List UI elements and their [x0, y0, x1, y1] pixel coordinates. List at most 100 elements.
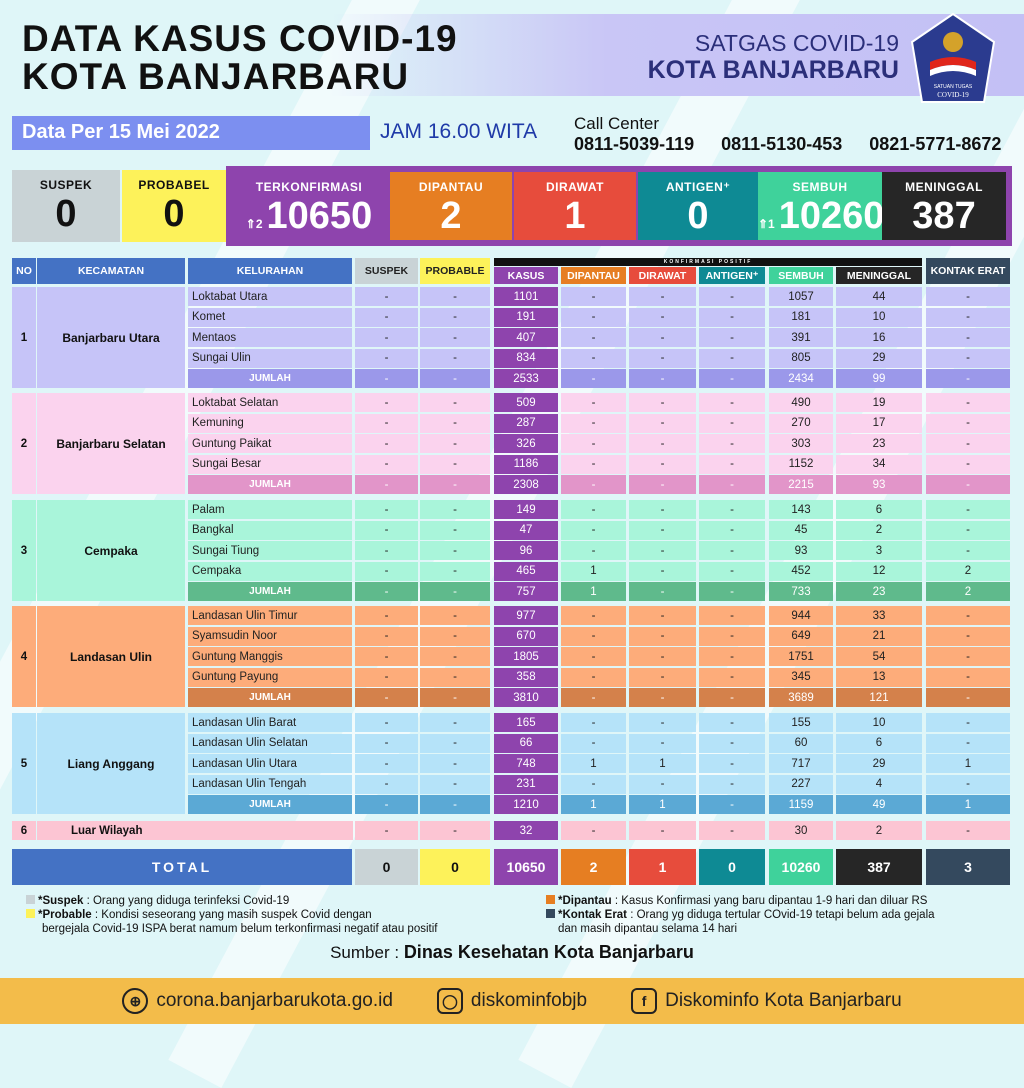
- summary-label: DIRAWAT: [546, 180, 604, 194]
- table-row-dipantau: -: [561, 348, 626, 368]
- jumlah-row-kasus: 1210: [494, 795, 558, 814]
- table-row-dirawat: -: [629, 287, 696, 306]
- jumlah-row-dirawat: -: [629, 582, 696, 601]
- legend-term: *Kontak Erat: [558, 909, 628, 921]
- table-row-suspek: -: [355, 348, 418, 368]
- table-row-meninggal: 6: [836, 733, 922, 753]
- table-row-kasus: 231: [494, 774, 558, 794]
- table-row-kasus: 465: [494, 561, 558, 581]
- table-row-meninggal: 19: [836, 393, 922, 412]
- jumlah-row-meninggal: 93: [836, 475, 922, 494]
- table-row-kontakerat: -: [926, 713, 1010, 732]
- website-link[interactable]: corona.banjarbarukota.go.id: [156, 990, 393, 1011]
- legend-swatch: [26, 895, 35, 904]
- table-row-probable: -: [420, 626, 490, 646]
- svg-text:COVID-19: COVID-19: [937, 91, 969, 99]
- legend-swatch: [546, 895, 555, 904]
- table-row-antigen: -: [699, 667, 765, 687]
- total-kasus: 10650: [494, 849, 558, 885]
- phone-number[interactable]: 0811-5130-453: [721, 134, 843, 154]
- table-row-meninggal: 17: [836, 413, 922, 433]
- legend-swatch: [546, 909, 555, 918]
- header-konfirmasi-positif: KONFIRMASI POSITIF: [494, 258, 922, 266]
- table-row-probable: -: [420, 287, 490, 306]
- total-label: TOTAL: [12, 849, 352, 885]
- facebook-page[interactable]: Diskominfo Kota Banjarbaru: [665, 990, 902, 1011]
- table-row-kasus: 1805: [494, 647, 558, 666]
- jumlah-row-kontakerat: -: [926, 369, 1010, 388]
- kecamatan-name: Banjarbaru Utara: [37, 287, 185, 388]
- table-row-kontakerat: -: [926, 328, 1010, 347]
- footer-facebook[interactable]: f Diskominfo Kota Banjarbaru: [631, 988, 902, 1014]
- table-row-antigen: -: [699, 413, 765, 433]
- column-header-sembuh: SEMBUH: [769, 267, 833, 284]
- table-row-probable: -: [420, 413, 490, 433]
- summary-label: SEMBUH: [792, 180, 848, 194]
- table-row-dipantau: -: [561, 541, 626, 560]
- jumlah-row-dipantau: 1: [561, 795, 626, 814]
- summary-label: ANTIGEN⁺: [665, 180, 731, 194]
- jumlah-row-dipantau: 1: [561, 582, 626, 601]
- trend-up-icon: ⇑1: [758, 217, 775, 231]
- table-row-kasus: 47: [494, 520, 558, 540]
- table-row-meninggal: 54: [836, 647, 922, 666]
- jumlah-row-probable: -: [420, 688, 490, 707]
- luar-wilayah-row-kontakerat: -: [926, 821, 1010, 840]
- table-row-antigen: -: [699, 520, 765, 540]
- table-row-sembuh: 143: [769, 500, 833, 519]
- table-row-dirawat: -: [629, 413, 696, 433]
- column-header-kasus: KASUS: [494, 267, 558, 284]
- legend-text: : Orang yang diduga terinfeksi Covid-19: [83, 895, 290, 907]
- table-row-dirawat: -: [629, 561, 696, 581]
- table-row-sembuh: 805: [769, 348, 833, 368]
- summary-value: 0: [163, 193, 185, 235]
- kelurahan-name: Palam: [188, 500, 352, 519]
- table-row-kontakerat: -: [926, 454, 1010, 474]
- jumlah-row-suspek: -: [355, 369, 418, 388]
- table-row-suspek: -: [355, 667, 418, 687]
- table-row-meninggal: 10: [836, 307, 922, 327]
- table-row-kasus: 287: [494, 413, 558, 433]
- instagram-handle[interactable]: diskominfobjb: [470, 990, 588, 1011]
- kecamatan-name: Liang Anggang: [37, 713, 185, 814]
- total-dirawat: 1: [629, 849, 696, 885]
- table-row-dipantau: 1: [561, 561, 626, 581]
- jumlah-row-kasus: 2308: [494, 475, 558, 494]
- kecamatan-name: Landasan Ulin: [37, 606, 185, 707]
- summary-suspek: SUSPEK 0: [12, 170, 120, 242]
- footer-instagram[interactable]: ◯ diskominfobjb: [436, 988, 588, 1014]
- table-row-kasus: 96: [494, 541, 558, 560]
- footer: ⊕ corona.banjarbarukota.go.id ◯ diskomin…: [0, 978, 1024, 1024]
- table-row-probable: -: [420, 713, 490, 732]
- kelurahan-name: Landasan Ulin Timur: [188, 606, 352, 625]
- jumlah-row-kasus: 2533: [494, 369, 558, 388]
- org-line-2: KOTA BANJARBARU: [647, 56, 899, 84]
- jumlah-row-dipantau: -: [561, 369, 626, 388]
- legend-term: *Suspek: [38, 895, 84, 907]
- source-label: Sumber :: [330, 943, 400, 962]
- jumlah-row-kontakerat: 1: [926, 795, 1010, 814]
- kelurahan-name: Guntung Paikat: [188, 434, 352, 453]
- jumlah-row-kontakerat: 2: [926, 582, 1010, 601]
- table-row-sembuh: 181: [769, 307, 833, 327]
- kelurahan-name: Landasan Ulin Tengah: [188, 774, 352, 794]
- table-row-suspek: -: [355, 328, 418, 347]
- table-row-meninggal: 3: [836, 541, 922, 560]
- column-header-kecamatan: KECAMATAN: [37, 258, 185, 284]
- table-row-dipantau: -: [561, 520, 626, 540]
- table-row-dipantau: -: [561, 287, 626, 306]
- globe-icon: ⊕: [122, 988, 149, 1014]
- table-row-sembuh: 717: [769, 754, 833, 773]
- group-number: 3: [12, 500, 36, 601]
- luar-wilayah-row-kasus: 32: [494, 821, 558, 840]
- summary-probabel: PROBABEL 0: [122, 170, 226, 242]
- column-header-kontakerat: KONTAK ERAT: [926, 258, 1010, 284]
- table-row-kontakerat: 1: [926, 754, 1010, 773]
- footer-website[interactable]: ⊕ corona.banjarbarukota.go.id: [122, 988, 393, 1014]
- table-row-dirawat: 1: [629, 754, 696, 773]
- table-row-dipantau: 1: [561, 754, 626, 773]
- table-row-kasus: 358: [494, 667, 558, 687]
- phone-number[interactable]: 0811-5039-119: [574, 134, 695, 154]
- table-row-kontakerat: -: [926, 348, 1010, 368]
- table-row-probable: -: [420, 561, 490, 581]
